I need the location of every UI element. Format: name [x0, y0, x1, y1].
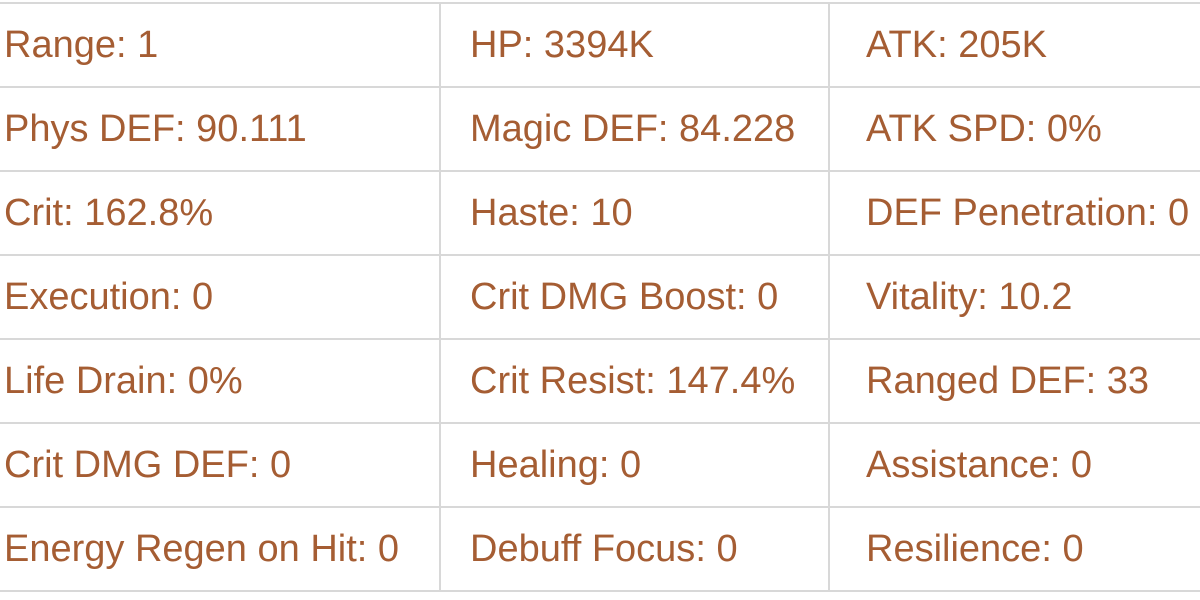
stat-separator: :	[657, 107, 680, 150]
stat-separator: :	[937, 23, 959, 66]
stat-separator: :	[695, 527, 717, 570]
stat-label: Crit DMG DEF	[4, 443, 249, 486]
stat-label: Haste	[470, 191, 570, 234]
stat-cell-resilience: Resilience: 0	[830, 508, 1200, 592]
stat-separator: :	[522, 23, 544, 66]
stat-label: Crit DMG Boost	[470, 275, 737, 318]
stat-value: 10.2	[998, 275, 1073, 318]
stat-cell-execution: Execution: 0	[0, 256, 441, 340]
stat-separator: :	[248, 443, 270, 486]
stat-separator: :	[598, 443, 620, 486]
stat-cell-atk-spd: ATK SPD: 0%	[830, 88, 1200, 172]
stat-value: 84.228	[679, 107, 796, 150]
stat-cell-debuff-focus: Debuff Focus: 0	[441, 508, 830, 592]
stat-label: Magic DEF	[470, 107, 658, 150]
stat-label: Vitality	[866, 275, 978, 318]
stat-label: Crit Resist	[470, 359, 646, 402]
stat-cell-crit-dmg-boost: Crit DMG Boost: 0	[441, 256, 830, 340]
stat-separator: :	[166, 359, 188, 402]
stat-value: 0	[620, 443, 642, 486]
stat-value: 162.8%	[84, 191, 214, 234]
stat-value: 1	[137, 23, 159, 66]
stat-label: Range	[4, 23, 116, 66]
stat-value: 147.4%	[666, 359, 796, 402]
stat-separator: :	[645, 359, 667, 402]
stat-value: 0	[377, 527, 400, 570]
stat-label: HP	[470, 23, 523, 66]
stat-value: 0	[192, 275, 214, 318]
stat-value: 10	[590, 191, 633, 234]
stat-cell-crit-dmg-def: Crit DMG DEF: 0	[0, 424, 441, 508]
stat-separator: :	[63, 191, 85, 234]
stat-cell-magic-def: Magic DEF: 84.228	[441, 88, 830, 172]
stat-cell-hp: HP: 3394K	[441, 4, 830, 88]
stat-value: 0	[716, 527, 738, 570]
stat-separator: :	[1146, 191, 1169, 234]
stat-cell-phys-def: Phys DEF: 90.111	[0, 88, 441, 172]
stat-label: Ranged DEF	[866, 359, 1086, 402]
stat-separator: :	[356, 527, 378, 570]
stat-label: Crit	[4, 191, 64, 234]
stat-separator: :	[977, 275, 999, 318]
stat-cell-healing: Healing: 0	[441, 424, 830, 508]
stat-label: DEF Penetration	[866, 191, 1147, 234]
stat-cell-atk: ATK: 205K	[830, 4, 1200, 88]
stat-label: Debuff Focus	[470, 527, 696, 570]
stat-label: Execution	[4, 275, 171, 318]
stat-separator: :	[175, 107, 197, 150]
stat-separator: :	[736, 275, 758, 318]
stat-value: 0	[1062, 527, 1084, 570]
stat-cell-crit: Crit: 162.8%	[0, 172, 441, 256]
stat-label: Resilience	[866, 527, 1042, 570]
stat-value: 0%	[1046, 107, 1102, 150]
stat-value: 0%	[187, 359, 243, 402]
stat-separator: :	[1025, 107, 1047, 150]
stat-separator: :	[115, 23, 138, 66]
stat-cell-assistance: Assistance: 0	[830, 424, 1200, 508]
stat-label: Healing	[470, 443, 599, 486]
stat-cell-def-penetration: DEF Penetration: 0	[830, 172, 1200, 256]
stat-value: 90.111	[196, 107, 307, 150]
stat-value: 0	[757, 275, 779, 318]
stat-cell-energy-regen-on-hit: Energy Regen on Hit: 0	[0, 508, 441, 592]
stat-cell-haste: Haste: 10	[441, 172, 830, 256]
stat-value: 0	[270, 443, 292, 486]
stat-value: 0	[1168, 191, 1190, 234]
stat-separator: :	[1085, 359, 1107, 402]
stat-cell-life-drain: Life Drain: 0%	[0, 340, 441, 424]
stat-label: Assistance	[866, 443, 1050, 486]
stat-label: ATK SPD	[866, 107, 1026, 150]
stat-cell-vitality: Vitality: 10.2	[830, 256, 1200, 340]
stat-separator: :	[170, 275, 193, 318]
stat-value: 0	[1070, 443, 1093, 486]
stat-value: 33	[1106, 359, 1150, 402]
stat-cell-range: Range: 1	[0, 4, 441, 88]
stat-separator: :	[1049, 443, 1071, 486]
stat-separator: :	[1041, 527, 1063, 570]
stat-value: 205K	[958, 23, 1047, 66]
stat-cell-ranged-def: Ranged DEF: 33	[830, 340, 1200, 424]
stat-label: Energy Regen on Hit	[4, 527, 357, 570]
stat-label: Life Drain	[4, 359, 167, 402]
stat-cell-crit-resist: Crit Resist: 147.4%	[441, 340, 830, 424]
stat-value: 3394K	[543, 23, 654, 66]
stat-label: Phys DEF	[4, 107, 176, 150]
stat-label: ATK	[866, 23, 938, 66]
stat-separator: :	[569, 191, 591, 234]
